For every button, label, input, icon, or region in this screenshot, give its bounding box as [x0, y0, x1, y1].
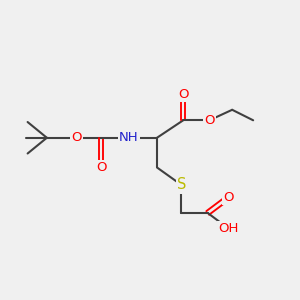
Text: OH: OH	[218, 222, 239, 235]
Text: O: O	[204, 114, 215, 127]
Text: NH: NH	[119, 131, 139, 144]
Text: S: S	[177, 178, 186, 193]
Text: O: O	[71, 131, 82, 144]
Text: O: O	[224, 191, 234, 204]
Text: O: O	[96, 161, 106, 174]
Text: O: O	[178, 88, 188, 100]
